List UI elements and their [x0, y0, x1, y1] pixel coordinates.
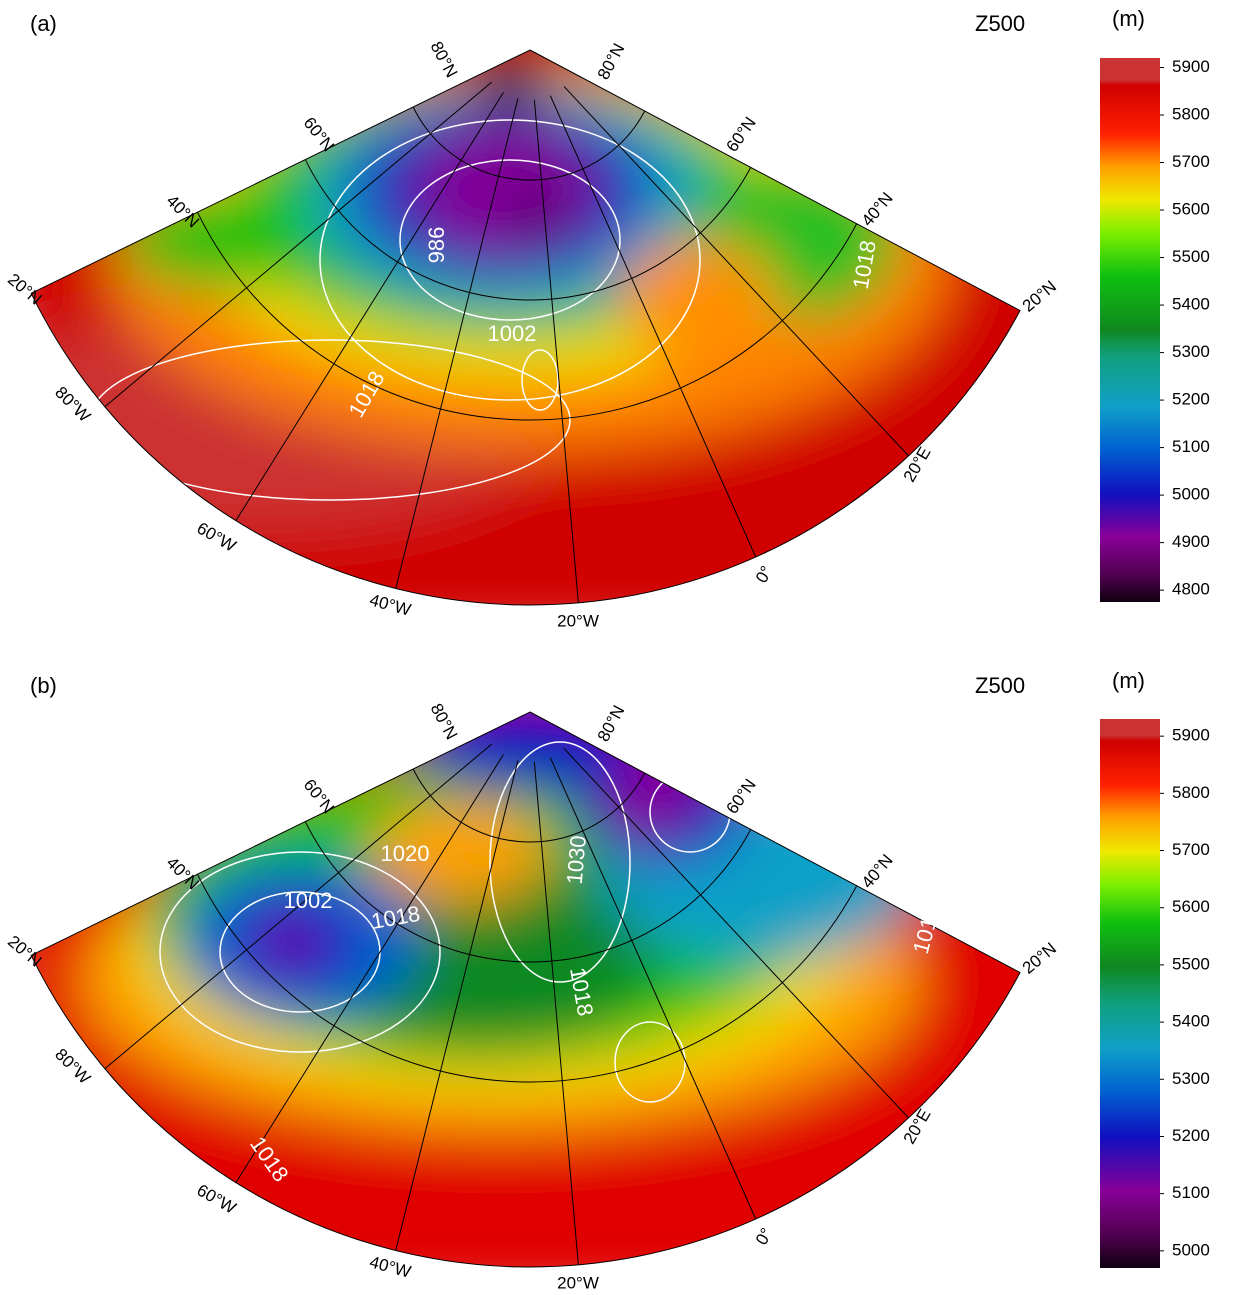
isobar: [159, 851, 441, 1053]
panel: (a) Z500 (m)98610021018101880°N60°N40°N20°…: [4, 6, 1210, 631]
map: [31, 712, 1021, 1267]
map-border: [30, 711, 1021, 1268]
colorbar-tick-label: 5100: [1172, 437, 1210, 456]
lon-labels: 80°W: [51, 383, 94, 426]
isobar: [319, 119, 701, 401]
colorbar-tick-label: 5300: [1172, 342, 1210, 361]
colorbar-tick-label: 5400: [1172, 1012, 1210, 1031]
colorbar-tick-label: 5000: [1172, 1240, 1210, 1259]
colorbar-tick-label: 5900: [1172, 57, 1210, 76]
latitude-line: [412, 106, 646, 181]
panel-title: Z500: [975, 673, 1025, 698]
isobar: [521, 349, 559, 411]
colorbar-tick-label: 4800: [1172, 580, 1210, 599]
colorbar-tick-label: 5800: [1172, 104, 1210, 123]
colorbar-tick-label: 5200: [1172, 390, 1210, 409]
lat-labels-right: 80°N: [594, 40, 629, 82]
colorbar-tick-label: 5400: [1172, 295, 1210, 314]
meridian: [549, 95, 757, 558]
lon-labels: 60°W: [194, 518, 240, 555]
colorbar: [1100, 719, 1160, 1268]
colorbar-tick-label: 5800: [1172, 783, 1210, 802]
meridian: [533, 761, 579, 1265]
isobar: [489, 741, 631, 983]
lat-labels-right: 20°N: [1019, 939, 1060, 978]
map: [31, 50, 1021, 605]
isobar: [399, 159, 621, 321]
lon-labels: 40°W: [368, 590, 413, 619]
lon-labels: 20°W: [557, 611, 599, 630]
panel-label: (a): [30, 11, 57, 36]
meridian: [104, 81, 493, 408]
meridian: [533, 99, 579, 603]
meridian: [235, 92, 504, 521]
lon-labels: 60°W: [194, 1180, 240, 1217]
meridian: [563, 86, 909, 457]
colorbar-tick-label: 5600: [1172, 897, 1210, 916]
colorbar-tick-label: 5200: [1172, 1126, 1210, 1145]
meridian: [549, 757, 757, 1220]
lat-labels-left: 80°N: [427, 38, 462, 80]
colorbar-tick-label: 5700: [1172, 840, 1210, 859]
panel-title: Z500: [975, 11, 1025, 36]
field-blob: [480, 50, 540, 110]
meridian: [395, 760, 519, 1251]
isobar: [614, 1021, 686, 1103]
field-blob: [370, 802, 550, 902]
meridian: [104, 743, 493, 1070]
lat-labels-right: 40°N: [858, 189, 897, 230]
colorbar-tick-label: 5600: [1172, 200, 1210, 219]
colorbar-tick-label: 5300: [1172, 1069, 1210, 1088]
contour-label: 1030: [562, 834, 591, 885]
latitude-line: [196, 873, 858, 1083]
panel-label: (b): [30, 673, 57, 698]
colorbar-tick-label: 5000: [1172, 485, 1210, 504]
lat-labels-right: 80°N: [594, 702, 629, 744]
lat-labels-right: 20°N: [1019, 277, 1060, 316]
contour-label: 1002: [284, 888, 333, 913]
field-blob: [520, 195, 560, 235]
lat-labels-right: 60°N: [722, 113, 759, 155]
contour-label: 1020: [381, 841, 430, 866]
latitude-line: [196, 211, 858, 421]
contour-label: 1002: [488, 321, 537, 346]
meridian: [563, 748, 909, 1119]
colorbar-tick-label: 5100: [1172, 1183, 1210, 1202]
colorbar-tick-label: 4900: [1172, 532, 1210, 551]
colorbar-tick-label: 5700: [1172, 152, 1210, 171]
field-blob: [265, 924, 315, 964]
lat-labels-left: 80°N: [427, 700, 462, 742]
colorbar: [1100, 58, 1160, 602]
map-border: [30, 49, 1021, 606]
lat-labels-right: 60°N: [722, 775, 759, 817]
colorbar-tick-label: 5500: [1172, 247, 1210, 266]
colorbar-tick-label: 5500: [1172, 954, 1210, 973]
latitude-line: [412, 768, 646, 843]
contour-label: 986: [424, 227, 449, 264]
meridian: [395, 98, 519, 589]
meridian: [235, 754, 504, 1183]
field-blob: [620, 240, 780, 360]
lon-labels: 0°: [752, 563, 777, 587]
colorbar-units: (m): [1112, 668, 1145, 693]
lon-labels: 40°W: [368, 1252, 413, 1281]
lon-labels: 20°W: [557, 1273, 599, 1292]
colorbar-tick-label: 5900: [1172, 726, 1210, 745]
lon-labels: 0°: [752, 1225, 777, 1249]
lat-labels-right: 40°N: [858, 851, 897, 892]
colorbar-units: (m): [1112, 6, 1145, 31]
field-blob: [120, 190, 320, 290]
lon-labels: 80°W: [51, 1045, 94, 1088]
